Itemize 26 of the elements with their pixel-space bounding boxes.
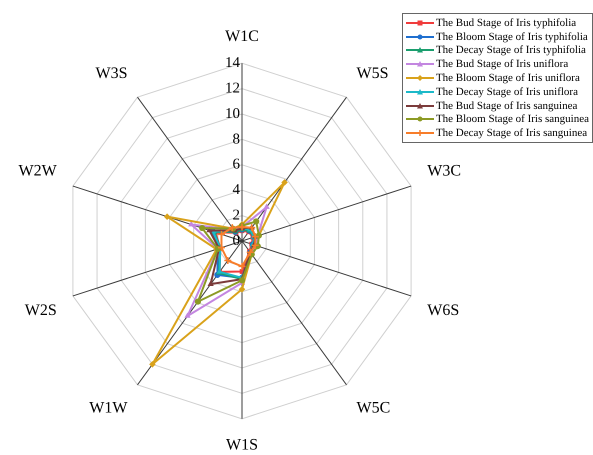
spoke-label: W2S (24, 302, 57, 319)
legend-label: The Bloom Stage of Iris uniflora (436, 72, 580, 84)
y-tick-label: 14 (225, 55, 240, 72)
legend-label: The Decay Stage of Iris sanguinea (436, 127, 588, 140)
spoke-label: W5S (356, 65, 388, 82)
y-tick-label: 8 (232, 131, 240, 148)
spoke-label: W6S (427, 302, 460, 319)
legend-label: The Decay Stage of Iris typhifolia (436, 44, 586, 56)
y-tick-label: 6 (232, 156, 240, 173)
spoke-label: W3S (96, 65, 128, 82)
legend-label: The Bloom Stage of Iris sanguinea (436, 113, 589, 126)
legend-label: The Bud Stage of Iris typhifolia (436, 16, 576, 29)
y-tick-label: 2 (232, 208, 240, 224)
spoke-label: W1S (226, 436, 258, 454)
y-tick-label: 10 (225, 106, 240, 122)
y-tick-label: 12 (225, 80, 240, 97)
spoke-label: W1C (225, 28, 259, 45)
y-tick-label: 4 (232, 182, 240, 198)
spoke-label: W1W (89, 399, 128, 416)
legend-label: The Bloom Stage of Iris typhifolia (436, 30, 588, 43)
spoke-label: W3C (427, 162, 462, 180)
spoke-label: W5C (356, 399, 390, 416)
legend-label: The Bud Stage of Iris sanguinea (436, 100, 578, 112)
legend-label: The Decay Stage of Iris uniflora (436, 86, 578, 98)
spoke-label: W2W (18, 162, 58, 180)
legend-label: The Bud Stage of Iris uniflora (436, 58, 568, 70)
